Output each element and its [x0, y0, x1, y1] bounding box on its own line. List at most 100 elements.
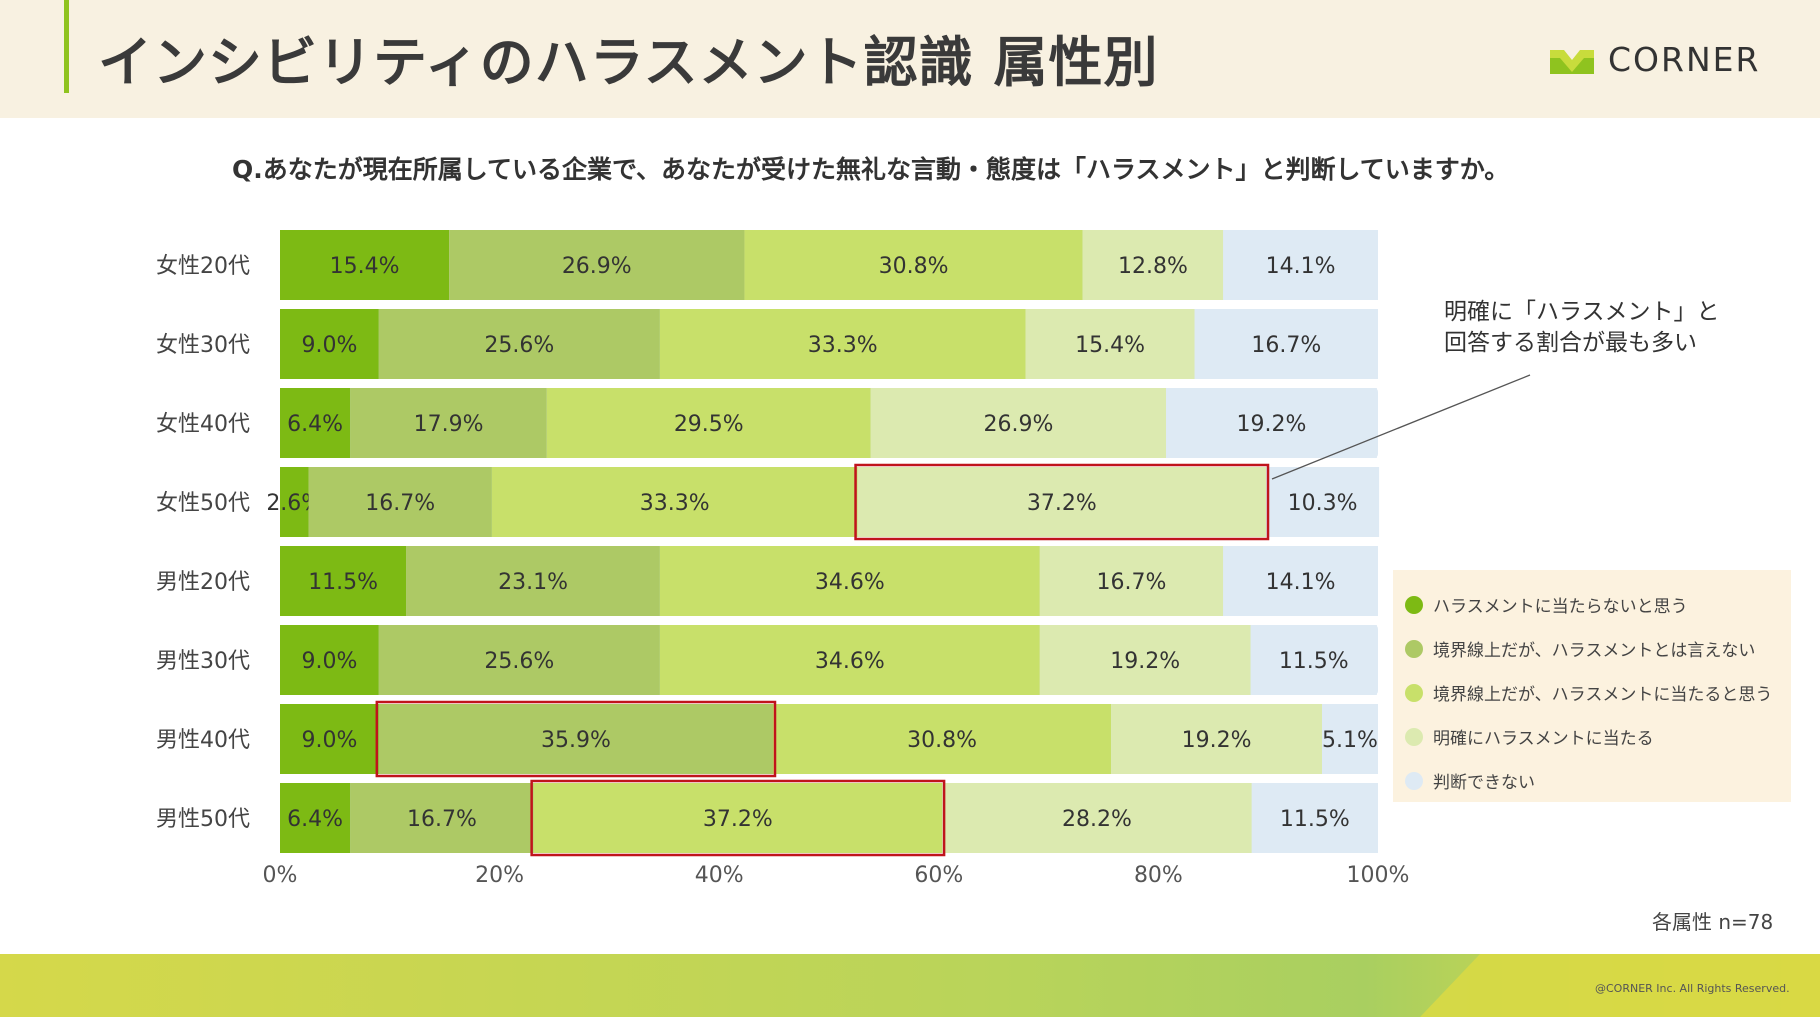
legend-label: ハラスメントに当たらないと思う: [1433, 597, 1688, 617]
data-label: 11.5%: [308, 570, 378, 595]
bar-segment: [744, 230, 1083, 300]
category-label: 女性50代: [156, 491, 250, 516]
stacked-bar-chart: 女性20代 15.4% 26.9% 30.8% 12.8% 14.1% 女性30代 9.0% 2…: [156, 230, 1531, 888]
annotation-line-1: 明確に「ハラスメント」と: [1444, 299, 1720, 325]
x-tick-label: 60%: [914, 863, 963, 888]
data-label: 34.6%: [815, 570, 885, 595]
data-label: 35.9%: [541, 728, 611, 753]
data-label: 29.5%: [674, 412, 744, 437]
bar-segment: [1266, 467, 1380, 537]
data-label: 14.1%: [1266, 254, 1336, 279]
x-tick-label: 100%: [1347, 863, 1410, 888]
legend-color-dot: [1405, 683, 1423, 702]
header: インシビリティのハラスメント認識 属性別 CORNER: [0, 0, 1820, 118]
legend-color-dot: [1405, 595, 1423, 614]
bar-segment: [870, 388, 1167, 458]
question-text: Q.あなたが現在所属している企業で、あなたが受けた無礼な言動・態度は「ハラスメン…: [232, 155, 1510, 184]
data-label: 16.7%: [407, 807, 477, 832]
data-label: 11.5%: [1280, 807, 1350, 832]
legend-item: 境界線上だが、ハラスメントに当たると思う: [1405, 680, 1772, 705]
bar-segment: [280, 230, 450, 300]
category-label: 女性20代: [156, 254, 250, 279]
data-label: 15.4%: [330, 254, 400, 279]
x-tick-label: 80%: [1134, 863, 1183, 888]
bar-segment: [280, 467, 309, 537]
x-tick-label: 20%: [475, 863, 524, 888]
bar-segment: [449, 230, 745, 300]
bar-segment: [280, 388, 351, 458]
bar-segment: [1251, 783, 1378, 853]
copyright-text: @CORNER Inc. All Rights Reserved.: [1595, 982, 1790, 995]
legend-item: 判断できない: [1405, 768, 1535, 793]
bar-segment: [491, 467, 858, 537]
data-label: 9.0%: [301, 649, 357, 674]
data-label: 34.6%: [815, 649, 885, 674]
legend-label: 判断できない: [1433, 773, 1535, 793]
data-label: 10.3%: [1288, 491, 1358, 516]
footer-band: [0, 954, 1820, 1017]
bar-segment: [280, 783, 351, 853]
category-label: 男性50代: [156, 807, 250, 832]
annotation-callout: 明確に「ハラスメント」と 回答する割合が最も多い: [1444, 297, 1720, 359]
corner-logo: CORNER: [1550, 40, 1760, 79]
data-label: 26.9%: [983, 412, 1053, 437]
bar-segment: [773, 704, 1112, 774]
bar-segment: [350, 388, 547, 458]
data-label: 16.7%: [1251, 333, 1321, 358]
logo-text: CORNER: [1608, 40, 1761, 79]
bar-segment: [308, 467, 492, 537]
x-tick-label: 40%: [695, 863, 744, 888]
bar-segment: [280, 546, 407, 616]
bar-segment: [378, 309, 660, 379]
data-label: 16.7%: [1097, 570, 1167, 595]
legend-item: 明確にハラスメントに当たる: [1405, 724, 1654, 749]
annotation-line-2: 回答する割合が最も多い: [1444, 330, 1697, 356]
bar-segment: [533, 783, 943, 853]
data-label: 26.9%: [562, 254, 632, 279]
data-label: 14.1%: [1266, 570, 1336, 595]
bar-segment: [1025, 309, 1195, 379]
legend-label: 明確にハラスメントに当たる: [1433, 729, 1654, 749]
data-label: 25.6%: [484, 333, 554, 358]
data-label: 12.8%: [1118, 254, 1188, 279]
legend-color-dot: [1405, 727, 1423, 746]
data-label: 19.2%: [1237, 412, 1307, 437]
data-label: 15.4%: [1075, 333, 1145, 358]
category-label: 女性40代: [156, 412, 250, 437]
category-label: 女性30代: [156, 333, 250, 358]
bar-segment: [378, 625, 660, 695]
data-label: 6.4%: [287, 412, 343, 437]
bar-segment: [1039, 625, 1251, 695]
data-label: 9.0%: [301, 728, 357, 753]
highlight-box: [375, 700, 777, 778]
data-label: 17.9%: [414, 412, 484, 437]
data-label: 19.2%: [1182, 728, 1252, 753]
bar-segment: [280, 625, 379, 695]
data-label: 19.2%: [1110, 649, 1180, 674]
category-label: 男性20代: [156, 570, 250, 595]
data-label: 9.0%: [301, 333, 357, 358]
data-label: 30.8%: [879, 254, 949, 279]
annotation-leader-line: [1271, 374, 1531, 480]
highlight-box: [530, 779, 946, 857]
data-label: 37.2%: [1027, 491, 1097, 516]
bar-segment: [1194, 309, 1378, 379]
category-label: 男性30代: [156, 649, 250, 674]
data-label: 37.2%: [703, 807, 773, 832]
sample-size-note: 各属性 n=78: [1652, 910, 1774, 934]
data-label: 5.1%: [1322, 728, 1378, 753]
bar-segment: [1223, 546, 1378, 616]
bar-segment: [659, 625, 1040, 695]
chart-legend: ハラスメントに当たらないと思う 境界線上だが、ハラスメントとは言えない 境界線上だが…: [1393, 570, 1791, 802]
bar-segment: [1111, 704, 1323, 774]
bar-segment: [350, 783, 534, 853]
bar-segment: [546, 388, 871, 458]
legend-label: 境界線上だが、ハラスメントに当たると思う: [1433, 685, 1773, 705]
bar-segment: [378, 704, 774, 774]
bar-segment: [1250, 625, 1377, 695]
bar-segment: [1082, 230, 1224, 300]
legend-item: ハラスメントに当たらないと思う: [1405, 592, 1688, 617]
data-label: 30.8%: [907, 728, 977, 753]
legend-color-dot: [1405, 639, 1423, 658]
bar-segment: [280, 309, 379, 379]
